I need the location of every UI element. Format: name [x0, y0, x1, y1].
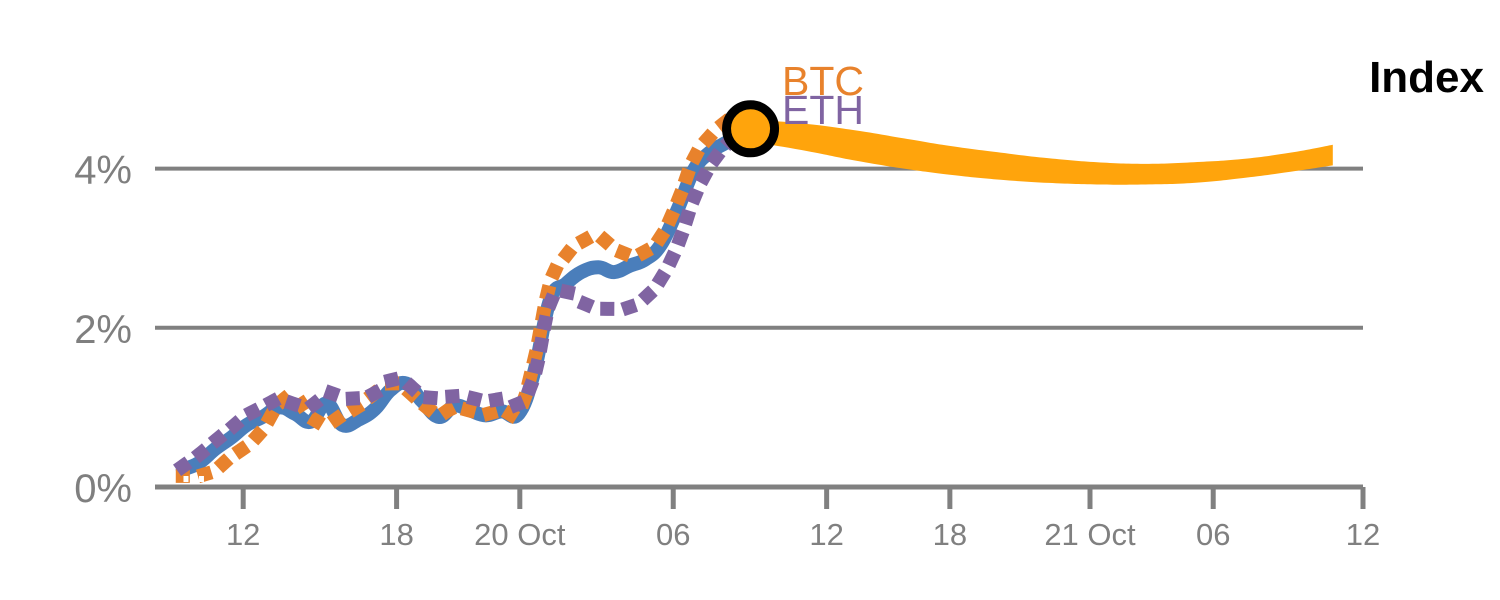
x-tick-label-1: 18	[379, 517, 413, 552]
x-tick-label-2: 20 Oct	[474, 517, 566, 552]
series-line-eth	[173, 114, 761, 477]
y-tick-label-2%: 2%	[74, 308, 132, 352]
legend-label-btc: BTC	[782, 58, 864, 104]
y-axis-tick-labels: 0% 2% 4%	[74, 149, 132, 511]
last-point-ring[interactable]	[722, 100, 780, 158]
x-axis	[152, 476, 1366, 509]
x-tick-label-6: 21 Oct	[1044, 517, 1136, 552]
series-line-btc	[175, 97, 760, 484]
y-tick-label-4%: 4%	[74, 149, 132, 193]
legend-label-eth: ETH	[782, 87, 864, 133]
x-tick-label-3: 06	[656, 517, 690, 552]
x-tick-label-7: 06	[1196, 517, 1230, 552]
chart-title: Index	[1369, 53, 1484, 102]
gridlines	[155, 166, 1363, 330]
x-axis-tick-labels: 12 18 20 Oct 06 12 18 21 Oct 06 12	[226, 517, 1380, 552]
y-tick-label-0%: 0%	[74, 467, 132, 511]
x-tick-label-4: 12	[809, 517, 843, 552]
series-lines	[173, 97, 761, 484]
forecast-band	[750, 119, 1333, 185]
x-tick-label-5: 18	[933, 517, 967, 552]
x-tick-label-8: 12	[1346, 517, 1380, 552]
last-actual-point-marker[interactable]	[722, 100, 780, 158]
forecast-band-path	[750, 119, 1333, 185]
x-tick-label-0: 12	[226, 517, 260, 552]
